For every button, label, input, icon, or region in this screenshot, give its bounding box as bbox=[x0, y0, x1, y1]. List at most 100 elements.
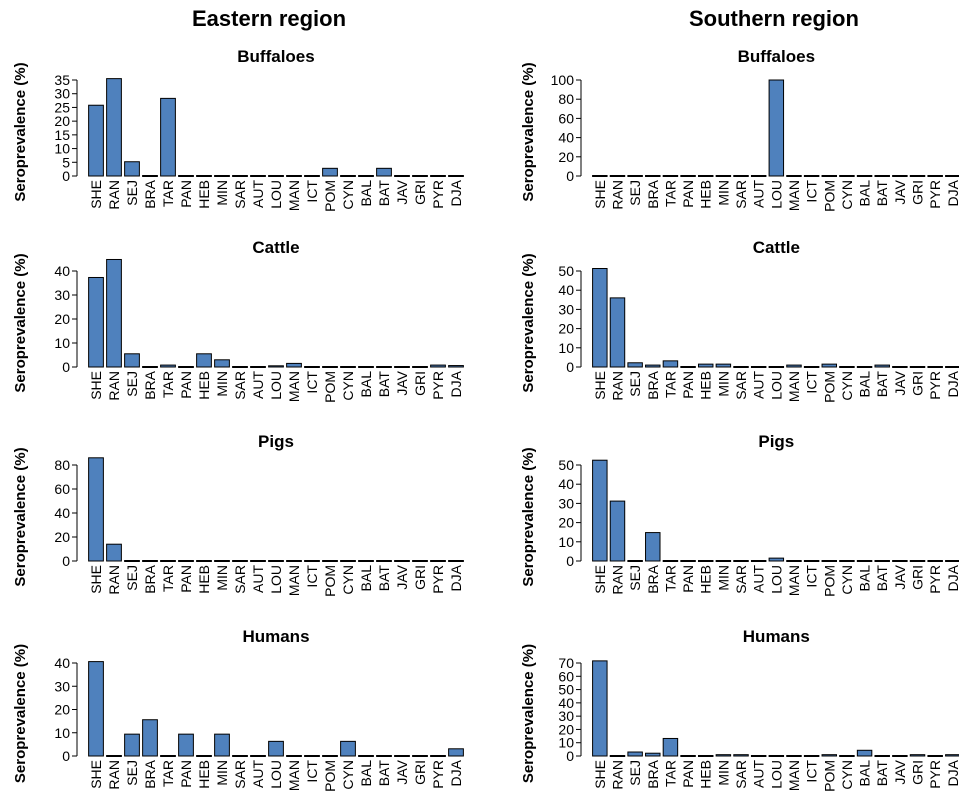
bar-bra bbox=[645, 175, 661, 177]
x-tick-label: TAR bbox=[160, 760, 176, 787]
x-tick-label: BRA bbox=[645, 179, 661, 208]
x-tick-label: SAR bbox=[733, 371, 749, 400]
x-tick-label: HEB bbox=[196, 180, 212, 209]
bar-dja bbox=[448, 365, 464, 368]
bar-lou bbox=[268, 175, 284, 177]
x-tick-label: JAV bbox=[892, 564, 908, 589]
bar-pan bbox=[178, 733, 194, 757]
x-tick-label: BAL bbox=[358, 565, 374, 592]
bar-bat bbox=[874, 560, 890, 562]
x-tick-label: BAL bbox=[857, 180, 873, 207]
y-tick-label: 15 bbox=[54, 127, 70, 143]
y-axis-label: Seroprevalence (%) bbox=[12, 62, 29, 201]
x-tick-label: MAN bbox=[286, 180, 302, 211]
x-tick-label: ICT bbox=[804, 565, 820, 588]
x-tick-label: PYR bbox=[927, 760, 943, 789]
bar-sej bbox=[124, 161, 140, 177]
bar-pyr bbox=[430, 560, 446, 562]
bar-heb bbox=[196, 353, 212, 368]
x-tick-label: MAN bbox=[786, 565, 802, 596]
bar-ran bbox=[609, 500, 626, 562]
x-tick-label: BRA bbox=[142, 179, 158, 208]
x-tick-label: BAT bbox=[874, 371, 890, 398]
bar-ran bbox=[609, 755, 626, 757]
x-tick-label: GRI bbox=[910, 565, 926, 590]
panel-southern-cattle: Cattle Seroprevalence (%) 0 10 20 30 40 50 SHE RA… bbox=[520, 238, 959, 403]
bar-lou bbox=[768, 557, 785, 562]
bar-bra bbox=[645, 532, 661, 562]
x-tick-label: LOU bbox=[768, 371, 784, 400]
x-tick-label: BAT bbox=[376, 371, 392, 398]
bar-min bbox=[715, 175, 732, 177]
x-tick-label: AUT bbox=[250, 371, 266, 399]
x-tick-label: SEJ bbox=[627, 565, 643, 591]
bar-ict bbox=[803, 755, 820, 757]
bar-pyr bbox=[927, 560, 943, 562]
x-tick-label: POM bbox=[322, 565, 338, 597]
x-tick-label: AUT bbox=[751, 180, 767, 208]
bar-heb bbox=[697, 175, 714, 177]
bar-aut bbox=[750, 755, 767, 757]
x-tick-label: SEJ bbox=[124, 760, 140, 786]
panel-title: Cattle bbox=[252, 238, 299, 257]
bar-sar bbox=[733, 754, 749, 757]
bar-tar bbox=[662, 560, 679, 562]
x-tick-label: GRI bbox=[412, 180, 428, 205]
x-tick-label: POM bbox=[821, 371, 837, 403]
bar-dja bbox=[945, 560, 959, 562]
x-tick-label: DJA bbox=[945, 179, 959, 206]
x-tick-label: LOU bbox=[768, 760, 784, 789]
bar-ict bbox=[304, 755, 320, 757]
y-tick-label: 60 bbox=[558, 110, 574, 126]
x-tick-label: CYN bbox=[839, 371, 855, 401]
x-tick-label: CYN bbox=[340, 760, 356, 790]
x-tick-label: PYR bbox=[430, 180, 446, 209]
y-tick-label: 20 bbox=[558, 149, 574, 165]
bar-min bbox=[214, 175, 230, 177]
bar-min bbox=[214, 560, 230, 562]
y-tick-label: 80 bbox=[558, 91, 574, 107]
x-tick-label: MIN bbox=[214, 180, 230, 206]
panel-title: Humans bbox=[242, 627, 309, 646]
bar-man bbox=[286, 175, 302, 177]
bar-heb bbox=[196, 175, 212, 177]
bar-pyr bbox=[430, 175, 446, 177]
x-tick-label: JAV bbox=[892, 370, 908, 395]
x-tick-label: HEB bbox=[196, 760, 212, 789]
y-tick-label: 20 bbox=[558, 721, 574, 737]
bar-pom bbox=[821, 754, 838, 757]
x-tick-label: TAR bbox=[160, 180, 176, 207]
y-tick-label: 40 bbox=[558, 282, 574, 298]
x-tick-label: LOU bbox=[268, 371, 284, 400]
x-tick-label: ICT bbox=[304, 371, 320, 394]
x-tick-label: LOU bbox=[268, 565, 284, 594]
x-tick-label: GRI bbox=[910, 371, 926, 396]
y-tick-label: 0 bbox=[566, 748, 574, 764]
x-tick-label: DJA bbox=[448, 370, 464, 397]
y-tick-label: 20 bbox=[54, 702, 70, 718]
x-tick-label: SAR bbox=[232, 180, 248, 209]
bar-aut bbox=[250, 366, 266, 368]
bar-pyr bbox=[927, 755, 943, 757]
bar-lou bbox=[768, 755, 785, 757]
bar-aut bbox=[750, 560, 767, 562]
bar-bal bbox=[358, 560, 374, 562]
x-tick-label: SHE bbox=[592, 371, 608, 400]
bar-cyn bbox=[340, 366, 356, 368]
bar-heb bbox=[697, 755, 714, 757]
panel-title: Cattle bbox=[753, 238, 800, 257]
y-tick-label: 20 bbox=[54, 529, 70, 545]
y-tick-label: 50 bbox=[558, 263, 574, 279]
bar-min bbox=[214, 733, 230, 757]
x-tick-label: JAV bbox=[394, 759, 410, 784]
x-tick-label: PAN bbox=[178, 371, 194, 399]
bar-sej bbox=[124, 353, 140, 368]
bar-dja bbox=[448, 175, 464, 177]
bar-jav bbox=[892, 560, 908, 562]
x-tick-label: TAR bbox=[662, 760, 678, 787]
bar-man bbox=[786, 175, 802, 177]
bar-pom bbox=[322, 167, 338, 177]
y-tick-label: 10 bbox=[558, 534, 574, 550]
bar-jav bbox=[394, 755, 410, 757]
